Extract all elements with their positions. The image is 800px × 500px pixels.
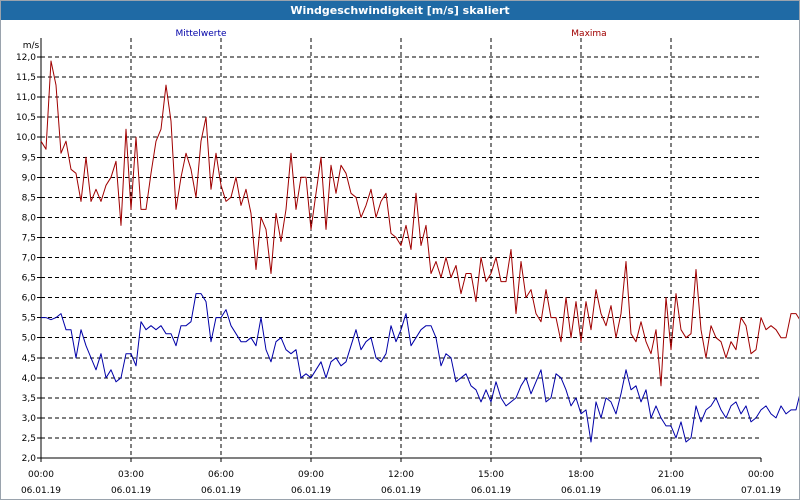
y-tick-label: 2,0	[22, 454, 37, 464]
x-tick-time-label: 21:00	[658, 470, 684, 480]
x-tick-date-label: 06.01.19	[381, 486, 421, 496]
y-tick-label: 6,0	[22, 294, 37, 304]
x-tick-time-label: 00:00	[748, 470, 774, 480]
y-tick-label: 3,5	[22, 394, 36, 404]
y-tick-label: 4,5	[22, 354, 36, 364]
y-tick-label: 11,5	[16, 73, 36, 83]
y-tick-label: 9,0	[22, 173, 37, 183]
y-tick-label: 9,5	[22, 153, 36, 163]
legend-label-0: Mittelwerte	[175, 29, 226, 39]
y-tick-label: 8,0	[22, 213, 37, 223]
x-tick-time-label: 00:00	[28, 470, 54, 480]
x-tick-date-label: 06.01.19	[201, 486, 241, 496]
y-tick-label: 3,0	[22, 414, 37, 424]
series-line-1	[40, 60, 799, 387]
y-tick-label: 11,0	[16, 93, 36, 103]
y-tick-label: 5,0	[22, 334, 37, 344]
y-tick-label: 7,5	[22, 233, 36, 243]
legend-label-1: Maxima	[571, 29, 606, 39]
x-tick-time-label: 12:00	[388, 470, 414, 480]
y-tick-label: 10,0	[16, 133, 36, 143]
x-tick-time-label: 15:00	[478, 470, 504, 480]
series-line-0	[41, 293, 799, 443]
y-tick-label: 4,0	[22, 374, 37, 384]
y-tick-label: 10,5	[16, 113, 36, 123]
y-tick-label: 8,5	[22, 193, 36, 203]
x-tick-date-label: 06.01.19	[471, 486, 511, 496]
x-tick-date-label: 06.01.19	[291, 486, 331, 496]
y-tick-label: 2,5	[22, 434, 36, 444]
y-tick-label: 12,0	[16, 53, 36, 63]
x-tick-date-label: 06.01.19	[561, 486, 601, 496]
y-axis-label: m/s	[23, 41, 40, 51]
x-tick-time-label: 09:00	[298, 470, 324, 480]
x-tick-time-label: 06:00	[208, 470, 234, 480]
x-tick-date-label: 07.01.19	[741, 486, 781, 496]
x-tick-date-label: 06.01.19	[21, 486, 61, 496]
x-tick-time-label: 18:00	[568, 470, 594, 480]
window-title: Windgeschwindigkeit [m/s] skaliert	[1, 1, 799, 20]
y-tick-label: 6,5	[22, 274, 36, 284]
y-tick-label: 7,0	[22, 254, 37, 264]
x-tick-date-label: 06.01.19	[111, 486, 151, 496]
y-tick-label: 5,5	[22, 314, 36, 324]
x-tick-date-label: 06.01.19	[651, 486, 691, 496]
x-tick-time-label: 03:00	[118, 470, 144, 480]
